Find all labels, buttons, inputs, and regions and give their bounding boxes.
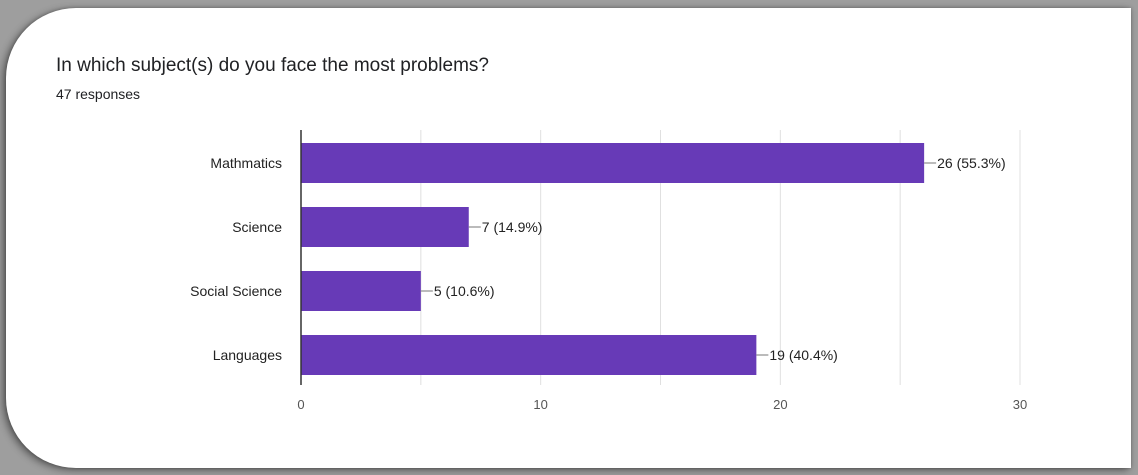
response-count: 47 responses [56,86,141,102]
data-label: 5 (10.6%) [434,283,495,299]
tick-label: 20 [773,397,787,412]
category-label: Social Science [190,283,282,299]
chart-card [6,8,1131,468]
bar [301,207,469,247]
tick-label: 10 [533,397,547,412]
category-label: Languages [213,347,282,363]
data-label: 19 (40.4%) [769,347,837,363]
bar [301,271,421,311]
data-label: 26 (55.3%) [937,155,1005,171]
tick-label: 30 [1013,397,1027,412]
data-label: 7 (14.9%) [482,219,543,235]
category-label: Science [232,219,282,235]
chart-title: In which subject(s) do you face the most… [56,55,489,76]
category-label: Mathmatics [210,155,282,171]
bar [301,335,757,375]
bar [301,143,925,183]
tick-label: 0 [297,397,304,412]
